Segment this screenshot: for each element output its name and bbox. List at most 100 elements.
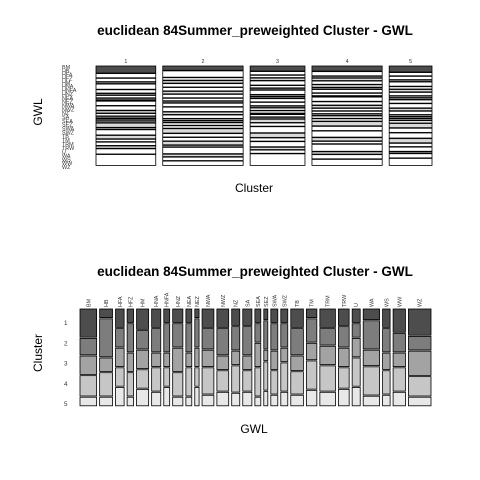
tile-cluster-3-hfa bbox=[249, 74, 306, 78]
tile-cluster-1-nz bbox=[95, 110, 157, 114]
mosaic-tiles-top bbox=[95, 65, 433, 166]
tile-hnfa-cluster-4 bbox=[163, 367, 171, 387]
tile-swz-cluster-4 bbox=[280, 362, 289, 392]
gwl-tick-ws: WS bbox=[62, 157, 71, 163]
tile-cluster-5-tb bbox=[388, 123, 433, 129]
tile-cluster-5-hb bbox=[388, 72, 433, 77]
tile-nz-cluster-5 bbox=[231, 392, 241, 407]
tile-cluster-1-wa bbox=[95, 141, 157, 146]
tile-nz-cluster-1 bbox=[231, 308, 241, 326]
tile-u-cluster-1 bbox=[351, 308, 361, 323]
tile-swz-cluster-2 bbox=[280, 323, 289, 348]
tile-hfz-cluster-2 bbox=[126, 323, 134, 353]
tile-cluster-3-u bbox=[249, 137, 306, 142]
gwl-tick-sez: SEZ bbox=[62, 123, 73, 129]
tile-hnfa-cluster-3 bbox=[163, 352, 171, 368]
tile-cluster-4-sez bbox=[311, 113, 383, 116]
cluster-tick-5: 5 bbox=[64, 401, 68, 408]
tile-cluster-2-tb bbox=[162, 128, 244, 134]
tile-hfz-cluster-1 bbox=[126, 308, 134, 323]
tile-cluster-5-swa bbox=[388, 118, 433, 121]
tile-cluster-4-nz bbox=[311, 105, 383, 109]
cluster-tick-1: 1 bbox=[64, 320, 68, 327]
tile-cluster-1-hnfa bbox=[95, 93, 157, 96]
tile-nz-cluster-2 bbox=[231, 326, 241, 351]
tile-cluster-2-ws bbox=[162, 153, 244, 157]
tile-ws-cluster-3 bbox=[382, 352, 391, 370]
tile-nez-cluster-3 bbox=[194, 347, 200, 368]
tile-ws-cluster-4 bbox=[382, 370, 391, 395]
gwl-tick-sez: SEZ bbox=[264, 296, 270, 307]
tile-cluster-5-wa bbox=[388, 146, 433, 152]
gwl-tick-wz: WZ bbox=[418, 298, 424, 307]
tile-bm-cluster-3 bbox=[79, 355, 98, 375]
tile-cluster-1-hna bbox=[95, 89, 157, 94]
tile-cluster-2-nz bbox=[162, 111, 244, 115]
tile-tb-cluster-4 bbox=[290, 371, 304, 395]
tile-ww-cluster-1 bbox=[392, 308, 406, 333]
gwl-tick-nwa: NWA bbox=[62, 103, 75, 109]
tile-cluster-2-wz bbox=[162, 160, 244, 166]
tile-cluster-1-nea bbox=[95, 97, 157, 101]
tile-cluster-3-hna bbox=[249, 85, 306, 89]
tile-cluster-4-tm bbox=[311, 125, 383, 131]
tile-hnz-cluster-5 bbox=[172, 396, 184, 407]
cluster-tick-2: 2 bbox=[64, 340, 68, 347]
tile-hb-cluster-4 bbox=[99, 372, 113, 397]
gwl-tick-swz: SWZ bbox=[62, 130, 75, 136]
tile-tb-cluster-3 bbox=[290, 355, 304, 371]
tile-sez-cluster-3 bbox=[263, 349, 269, 362]
tile-cluster-1-swa bbox=[95, 118, 157, 122]
gwl-tick-bm: BM bbox=[62, 65, 71, 71]
tile-cluster-3-wz bbox=[249, 153, 306, 166]
tile-nwa-cluster-3 bbox=[201, 349, 215, 368]
tile-cluster-5-sea bbox=[388, 114, 433, 117]
gwl-tick-swa: SWA bbox=[62, 127, 74, 133]
tile-nea-cluster-4 bbox=[185, 367, 193, 397]
cluster-tick-4: 4 bbox=[64, 381, 68, 388]
tile-cluster-1-wz bbox=[95, 154, 157, 166]
tile-cluster-2-trw bbox=[162, 141, 244, 146]
gwl-tick-hnfa: HNFA bbox=[62, 88, 77, 94]
tile-ww-cluster-4 bbox=[392, 367, 406, 392]
tile-cluster-4-hna bbox=[311, 84, 383, 88]
tile-cluster-4-wa bbox=[311, 143, 383, 152]
gwl-tick-tb: TB bbox=[62, 134, 69, 140]
tile-u-cluster-3 bbox=[351, 337, 361, 358]
tile-cluster-4-swz bbox=[311, 118, 383, 122]
tile-hm-cluster-5 bbox=[136, 388, 150, 407]
tile-nez-cluster-4 bbox=[194, 367, 200, 387]
tile-cluster-5-ws bbox=[388, 151, 433, 154]
tile-cluster-5-tm bbox=[388, 127, 433, 133]
tile-sez-cluster-1 bbox=[263, 308, 269, 320]
tile-hb-cluster-3 bbox=[99, 357, 113, 372]
tile-hb-cluster-1 bbox=[99, 308, 113, 319]
gwl-tick-u: U bbox=[354, 303, 360, 307]
tile-cluster-1-hfa bbox=[95, 77, 157, 82]
tile-cluster-2-sez bbox=[162, 120, 244, 123]
tile-cluster-3-tb bbox=[249, 118, 306, 123]
gwl-tick-ww: WW bbox=[397, 296, 403, 307]
gwl-tick-nwz: NWZ bbox=[62, 107, 75, 113]
tile-swa-cluster-4 bbox=[270, 370, 279, 395]
tile-sez-cluster-2 bbox=[263, 320, 269, 350]
tile-sa-cluster-2 bbox=[242, 326, 253, 356]
tile-trw-cluster-2 bbox=[338, 326, 350, 348]
tile-hnz-cluster-1 bbox=[172, 308, 184, 323]
gwl-tick-sea: SEA bbox=[62, 119, 73, 125]
tile-wa-cluster-2 bbox=[362, 320, 380, 350]
tile-swa-cluster-5 bbox=[270, 394, 279, 407]
tile-cluster-2-hfa bbox=[162, 77, 244, 81]
gwl-tick-hb: HB bbox=[62, 69, 70, 75]
tile-hnfa-cluster-1 bbox=[163, 308, 171, 323]
tile-nea-cluster-3 bbox=[185, 352, 193, 368]
tile-sa-cluster-4 bbox=[242, 370, 253, 392]
tile-sea-cluster-4 bbox=[254, 367, 262, 397]
tile-hm-cluster-2 bbox=[136, 330, 150, 350]
tile-cluster-2-nea bbox=[162, 97, 244, 102]
tile-wa-cluster-3 bbox=[362, 349, 380, 367]
tile-cluster-1-sea bbox=[95, 116, 157, 119]
tile-wz-cluster-5 bbox=[408, 396, 432, 407]
gwl-tick-hfa: HFA bbox=[62, 73, 73, 79]
